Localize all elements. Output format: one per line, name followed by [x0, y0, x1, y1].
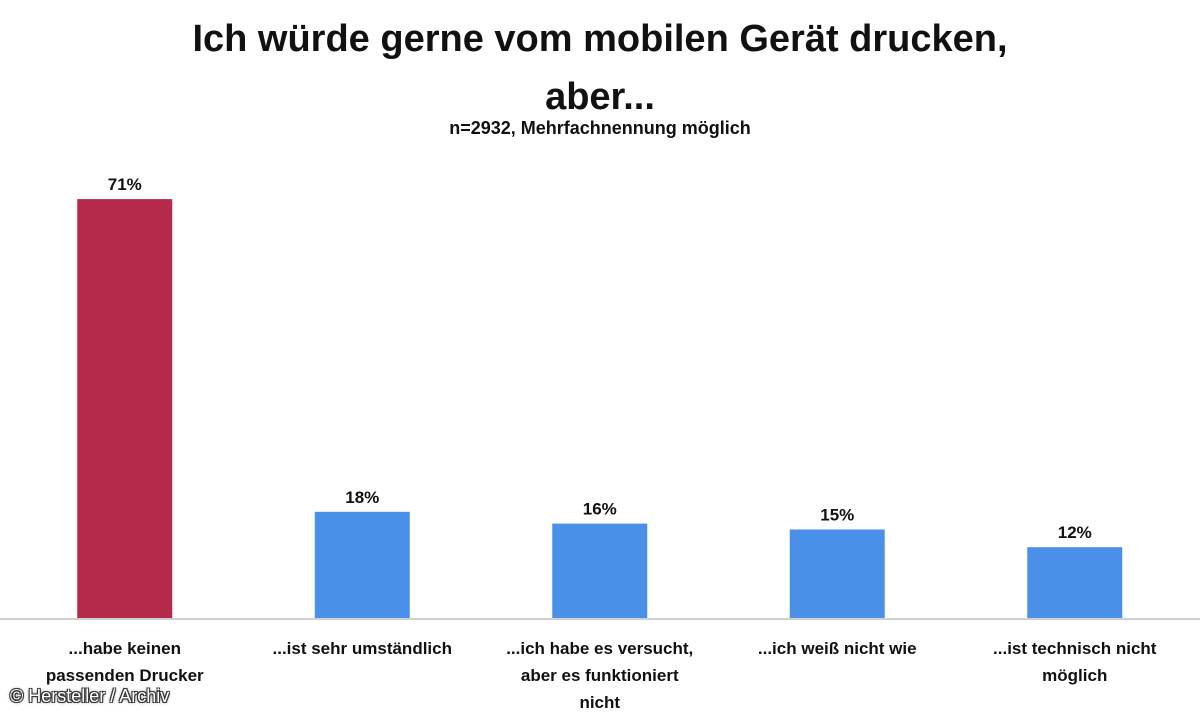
category-label-line: ...ich habe es versucht, [506, 639, 693, 658]
labels-layer: 71% ...habe keinen passenden Drucker 18%...… [46, 175, 1157, 712]
category-label-line: ...ich weiß nicht wie [758, 639, 917, 658]
value-label-1: 71% [108, 175, 142, 194]
chart-title-line-2: aber... [545, 76, 655, 118]
bar-3 [552, 523, 648, 618]
value-label-4: 15% [820, 506, 854, 525]
bar-4 [789, 529, 885, 618]
category-label-line: ...habe keinen [69, 639, 181, 658]
category-label-3: ...ich habe es versucht, aber es funktion… [506, 639, 693, 712]
bar-5 [1027, 547, 1123, 618]
category-label-line: möglich [1042, 666, 1107, 685]
category-label-line: ...ist technisch nicht [993, 639, 1157, 658]
category-label-2: ...ist sehr umständlich [273, 639, 453, 658]
category-label-1: ...habe keinen passenden Drucker [46, 639, 204, 685]
value-label-5: 12% [1058, 523, 1092, 542]
chart-subtitle: n=2932, Mehrfachnennung möglich [449, 118, 751, 138]
category-label-line: ...ist sehr umständlich [273, 639, 453, 658]
category-label-5: ...ist technisch nicht möglich [993, 639, 1157, 685]
chart-title-line-1: Ich würde gerne vom mobilen Gerät drucke… [192, 18, 1008, 60]
category-label-line: aber es funktioniert [521, 666, 679, 685]
category-label-4: ...ich weiß nicht wie [758, 639, 917, 658]
value-label-2: 18% [345, 488, 379, 507]
bars-layer [77, 199, 1123, 618]
bar-2 [314, 511, 410, 618]
bar-1 [77, 199, 173, 618]
chart-title: Ich würde gerne vom mobilen Gerät drucke… [0, 10, 1200, 126]
value-label-3: 16% [583, 500, 617, 519]
category-label-line: passenden Drucker [46, 666, 204, 685]
copyright-notice: © Hersteller / Archiv [10, 686, 170, 706]
category-label-line: nicht [579, 693, 620, 712]
